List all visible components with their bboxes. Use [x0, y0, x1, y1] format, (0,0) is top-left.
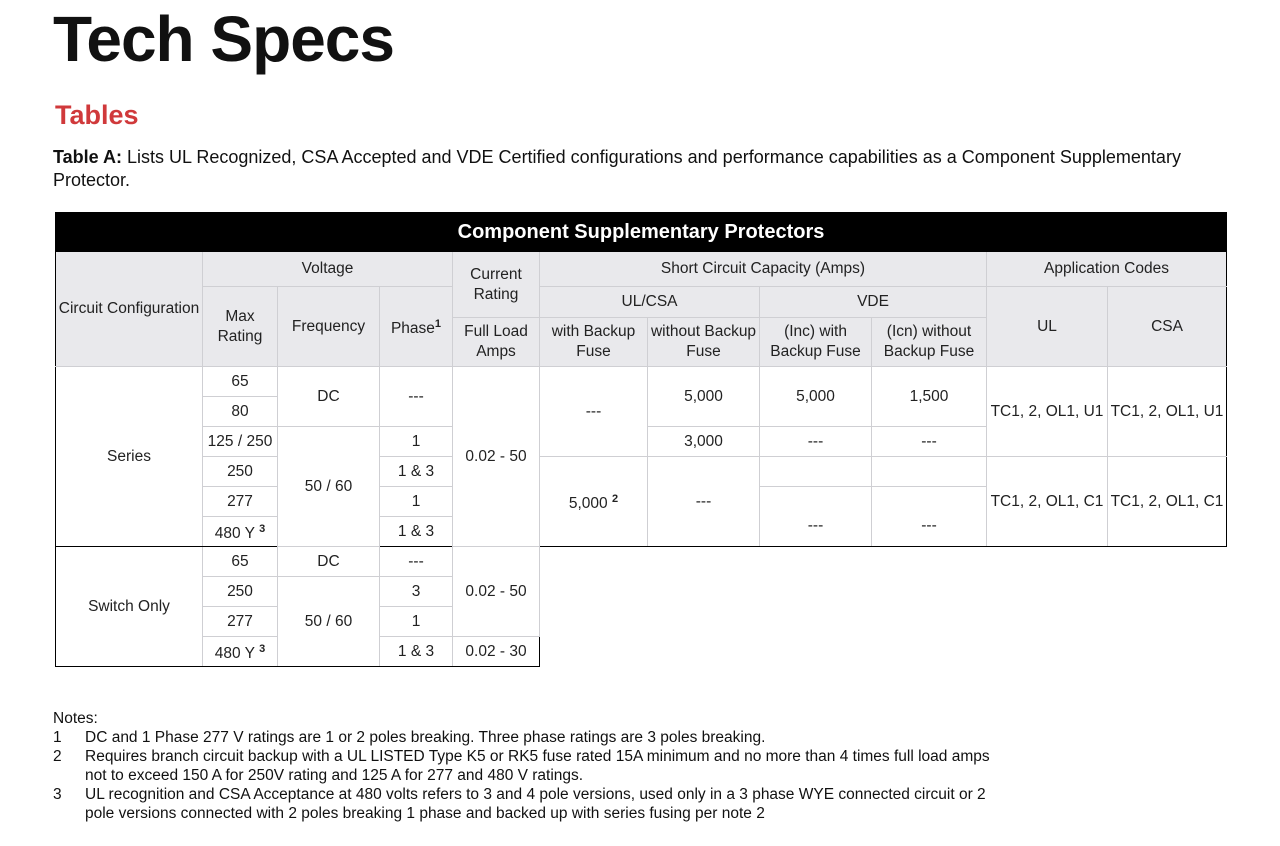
inc-cell [759, 456, 872, 487]
freq-cell: 50 / 60 [277, 576, 380, 667]
switch-label: Switch Only [55, 546, 203, 667]
header-vde: VDE [759, 286, 987, 318]
table-label: Table A: [53, 147, 123, 167]
max-cell: 65 [202, 546, 278, 577]
footnote-ref: 1 [434, 318, 442, 330]
note-text: DC and 1 Phase 277 V ratings are 1 or 2 … [85, 729, 766, 746]
max-cell: 480 Y 3 [202, 636, 278, 667]
note-text: Requires branch circuit backup with a UL… [85, 748, 990, 784]
icn-cell: --- [871, 426, 987, 457]
max-cell: 65 [202, 366, 278, 397]
header-full-load: Full Load Amps [452, 317, 540, 367]
header-circuit: Circuit Configuration [55, 251, 203, 367]
note-number: 1 [53, 729, 62, 746]
series-label: Series [55, 366, 203, 547]
header-max: Max Rating [202, 286, 278, 367]
notes-heading: Notes: [53, 710, 98, 727]
header-scc: Short Circuit Capacity (Amps) [539, 251, 987, 287]
header-app: Application Codes [986, 251, 1227, 287]
max-cell: 250 [202, 576, 278, 607]
ul-code-cell: TC1, 2, OL1, C1 [986, 456, 1108, 547]
with-cell: 5,000 2 [539, 456, 648, 547]
csa-code-cell: TC1, 2, OL1, U1 [1107, 366, 1227, 457]
freq-cell: DC [277, 366, 380, 427]
footnote-ref: 3 [259, 643, 266, 655]
note-item: 1 DC and 1 Phase 277 V ratings are 1 or 2… [53, 728, 1015, 747]
note-number: 3 [53, 786, 62, 803]
current-cell: 0.02 - 50 [452, 546, 540, 637]
csa-code-cell: TC1, 2, OL1, C1 [1107, 456, 1227, 547]
max-cell: 80 [202, 396, 278, 427]
header-csa: CSA [1107, 286, 1227, 367]
header-icn: (Icn) without Backup Fuse [871, 317, 987, 367]
ul-code-cell: TC1, 2, OL1, U1 [986, 366, 1108, 457]
max-cell: 125 / 250 [202, 426, 278, 457]
table-description-text: Lists UL Recognized, CSA Accepted and VD… [53, 147, 1181, 190]
blank-area [539, 546, 1227, 667]
icn-cell [871, 456, 987, 487]
table-description: Table A: Lists UL Recognized, CSA Accept… [53, 146, 1243, 192]
current-cell: 0.02 - 50 [452, 366, 540, 547]
note-item: 2 Requires branch circuit backup with a U… [53, 747, 1015, 785]
without-cell: --- [647, 456, 760, 547]
note-text: UL recognition and CSA Acceptance at 480… [85, 786, 986, 822]
freq-cell: DC [277, 546, 380, 577]
with-cell: --- [539, 366, 648, 457]
phase-cell: --- [379, 546, 453, 577]
icn-cell: --- [871, 486, 987, 547]
header-ul: UL [986, 286, 1108, 367]
header-inc: (Inc) with Backup Fuse [759, 317, 872, 367]
header-voltage: Voltage [202, 251, 453, 287]
phase-cell: 1 [379, 486, 453, 517]
phase-cell: 1 [379, 606, 453, 637]
max-value: 480 Y [214, 525, 255, 542]
max-cell: 277 [202, 486, 278, 517]
header-current: Current Rating [452, 251, 540, 318]
table-caption: Component Supplementary Protectors [55, 212, 1227, 252]
phase-cell: 1 & 3 [379, 636, 453, 667]
phase-cell: 1 [379, 426, 453, 457]
spec-table: Component Supplementary Protectors Circu… [55, 212, 1227, 667]
notes: Notes: 1 DC and 1 Phase 277 V ratings are… [53, 709, 1015, 823]
icn-cell: 1,500 [871, 366, 987, 427]
header-ulcsa: UL/CSA [539, 286, 760, 318]
section-heading: Tables [55, 100, 139, 130]
max-cell: 250 [202, 456, 278, 487]
without-cell: 3,000 [647, 426, 760, 457]
max-value: 480 Y [214, 645, 255, 662]
inc-cell: --- [759, 426, 872, 457]
phase-cell: 1 & 3 [379, 516, 453, 547]
inc-cell: --- [759, 486, 872, 547]
header-frequency: Frequency [277, 286, 380, 367]
without-cell: 5,000 [647, 366, 760, 427]
phase-cell: 1 & 3 [379, 456, 453, 487]
footnote-ref: 3 [259, 523, 266, 535]
freq-cell: 50 / 60 [277, 426, 380, 547]
max-cell: 480 Y 3 [202, 516, 278, 547]
header-without: without Backup Fuse [647, 317, 760, 367]
current-cell: 0.02 - 30 [452, 636, 540, 667]
page-title: Tech Specs [53, 3, 395, 75]
inc-cell: 5,000 [759, 366, 872, 427]
note-item: 3 UL recognition and CSA Acceptance at 48… [53, 785, 1015, 823]
header-phase: Phase1 [379, 286, 453, 367]
phase-cell: 3 [379, 576, 453, 607]
max-cell: 277 [202, 606, 278, 637]
phase-cell: --- [379, 366, 453, 427]
phase-label: Phase [390, 320, 435, 337]
header-with: with Backup Fuse [539, 317, 648, 367]
with-value: 5,000 [568, 495, 608, 512]
note-number: 2 [53, 748, 62, 765]
footnote-ref: 2 [611, 493, 619, 505]
